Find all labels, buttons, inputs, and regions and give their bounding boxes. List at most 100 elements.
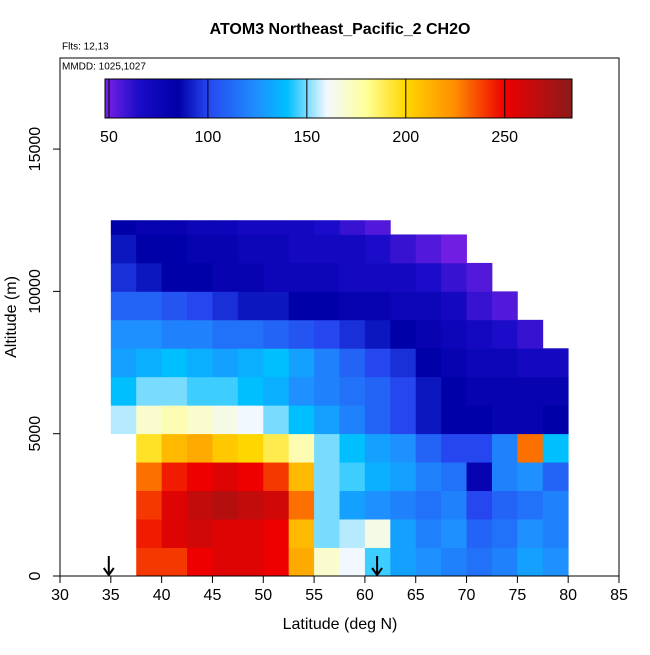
heat-cell <box>237 376 264 406</box>
heat-cell <box>237 348 264 378</box>
heat-cell <box>212 291 239 321</box>
heat-cell <box>110 376 137 406</box>
heat-cell <box>491 405 518 435</box>
heat-cell <box>187 262 213 292</box>
heat-cell <box>466 433 493 463</box>
heat-cell <box>441 348 467 378</box>
heat-cell <box>542 433 569 463</box>
heat-cell <box>237 433 264 463</box>
heat-cell <box>390 433 417 463</box>
heat-cell <box>237 319 264 349</box>
heat-cell <box>491 462 518 492</box>
heat-cell <box>517 433 544 463</box>
heat-cell <box>441 234 467 264</box>
heat-cell <box>542 405 569 435</box>
heat-cell <box>136 234 163 264</box>
heat-cell <box>517 319 544 349</box>
heat-cell <box>466 547 493 577</box>
heat-cell <box>136 376 163 406</box>
heat-cell <box>364 462 391 492</box>
heat-cell <box>110 220 137 235</box>
heat-cell <box>288 234 315 264</box>
heat-cell <box>415 376 442 406</box>
heat-cell <box>237 547 264 577</box>
chart-title: ATOM3 Northeast_Pacific_2 CH2O <box>210 21 471 38</box>
heat-cell <box>415 405 442 435</box>
heat-cell <box>466 319 493 349</box>
heat-cell <box>441 291 467 321</box>
heat-cell <box>364 319 391 349</box>
heat-cell <box>415 262 442 292</box>
heat-cell <box>390 319 417 349</box>
y-tick-label: 0 <box>27 571 44 580</box>
heat-cell <box>415 490 442 520</box>
heat-cell <box>542 376 569 406</box>
heat-cell <box>339 348 366 378</box>
heat-cell <box>288 462 315 492</box>
heat-cell <box>136 319 163 349</box>
heat-cell <box>161 220 188 235</box>
heat-cell <box>390 234 417 264</box>
heat-cell <box>187 462 213 492</box>
heat-cell <box>212 519 239 548</box>
heat-cell <box>263 220 290 235</box>
heat-cell <box>339 547 366 577</box>
heat-cell <box>187 319 213 349</box>
heat-cell <box>441 519 467 548</box>
heat-cell <box>415 348 442 378</box>
heat-cell <box>263 433 290 463</box>
heat-cell <box>110 291 137 321</box>
heat-cell <box>339 462 366 492</box>
heat-cell <box>187 519 213 548</box>
heat-cell <box>517 405 544 435</box>
heat-cell <box>339 319 366 349</box>
heat-cell <box>491 547 518 577</box>
heat-cell <box>288 519 315 548</box>
heat-cell <box>491 490 518 520</box>
colorbar-tick-label: 200 <box>392 129 419 146</box>
heat-cell <box>136 547 163 577</box>
heat-cell <box>339 519 366 548</box>
heat-cell <box>288 547 315 577</box>
annotation: Flts: 12,13 <box>62 42 109 53</box>
heat-cell <box>542 490 569 520</box>
heat-cell <box>517 462 544 492</box>
heat-cell <box>212 234 239 264</box>
heat-cell <box>390 348 417 378</box>
heat-cell <box>466 262 493 292</box>
x-tick-label: 40 <box>153 587 171 604</box>
heat-cell <box>390 462 417 492</box>
heat-cell <box>314 234 340 264</box>
heat-cell <box>161 519 188 548</box>
annotation: MMDD: 1025,1027 <box>62 62 146 73</box>
heat-cell <box>288 405 315 435</box>
heat-cell <box>441 405 467 435</box>
heat-cell <box>314 433 340 463</box>
heat-cell <box>288 220 315 235</box>
y-tick-label: 15000 <box>27 127 44 172</box>
heat-cell <box>187 348 213 378</box>
heat-cell <box>110 234 137 264</box>
heat-cell <box>212 405 239 435</box>
heat-cell <box>212 433 239 463</box>
heat-cell <box>161 376 188 406</box>
x-tick-label: 60 <box>356 587 374 604</box>
heat-cell <box>110 262 137 292</box>
x-tick-label: 65 <box>407 587 425 604</box>
colorbar-tick-label: 50 <box>100 129 118 146</box>
heat-cell <box>212 462 239 492</box>
heat-cell <box>415 433 442 463</box>
heat-cell <box>263 490 290 520</box>
heat-cell <box>364 234 391 264</box>
heat-cell <box>288 348 315 378</box>
heat-cell <box>237 490 264 520</box>
heat-cell <box>441 262 467 292</box>
heat-cell <box>491 376 518 406</box>
heat-cell <box>212 319 239 349</box>
heat-cell <box>136 433 163 463</box>
heat-cell <box>187 547 213 577</box>
heat-cell <box>441 376 467 406</box>
heat-cell <box>237 405 264 435</box>
heat-cell <box>314 220 340 235</box>
